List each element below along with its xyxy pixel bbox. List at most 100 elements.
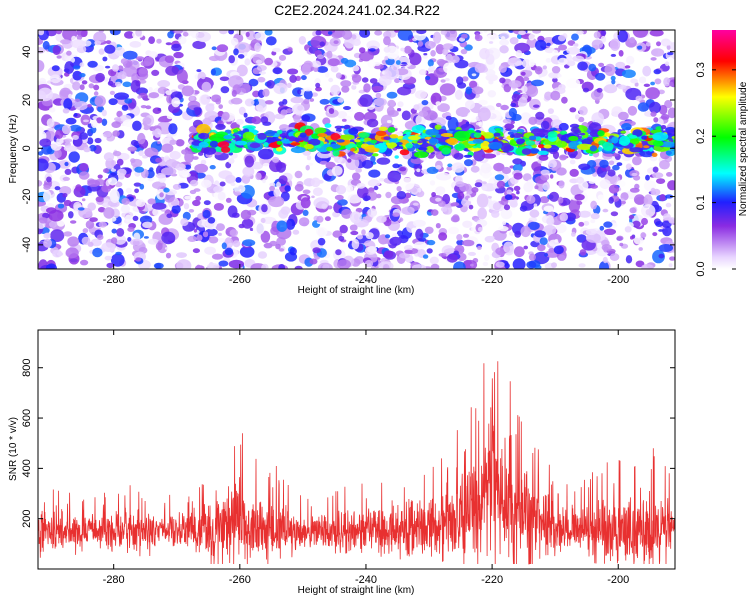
heatmap-cell [439,83,456,96]
x-tick-label: -240 [355,274,377,286]
heatmap-cell [642,65,652,77]
heatmap-cell [629,187,640,193]
heatmap-cell [376,193,382,199]
heatmap-cell [175,139,185,147]
heatmap-cell [392,212,400,217]
heatmap-cell [193,228,197,233]
heatmap-cell [145,105,152,110]
heatmap-cell [280,206,291,215]
heatmap-cell [173,30,183,34]
heatmap-cell [213,203,224,211]
heatmap-cell [359,138,365,142]
heatmap-cell [435,134,442,139]
heatmap-cell [374,143,386,149]
heatmap-cell [85,220,95,229]
heatmap-cell [303,98,310,105]
heatmap-cell [434,124,442,130]
heatmap-cell [232,134,240,141]
heatmap-cell [422,254,429,259]
snr-panel: -280 -260 -240 -220 -200 200 400 600 800 Height… [8,329,676,596]
heatmap-cell [227,205,238,218]
heatmap-cell [134,188,140,194]
heatmap-cell [208,236,219,244]
heatmap-cell [218,260,229,267]
heatmap-cell [260,217,266,224]
heatmap-cell [364,259,374,268]
heatmap-cell [52,45,61,56]
heatmap-cell [343,106,351,110]
heatmap-cell [544,47,555,54]
heatmap-cell [397,86,412,96]
heatmap-cell [216,44,229,53]
heatmap-cell [499,45,509,54]
heatmap-cell [83,146,91,153]
heatmap-cell [624,226,632,233]
heatmap-cell [197,219,207,228]
heatmap-cell [405,132,412,135]
heatmap-cell [171,204,181,214]
heatmap-cell [387,126,396,133]
heatmap-cell [135,56,145,61]
heatmap-cell [79,73,86,78]
heatmap-cell [493,132,501,137]
heatmap-cell [93,84,100,91]
heatmap-cell [282,98,288,105]
heatmap-cell [629,147,644,153]
heatmap-cell [254,32,266,41]
heatmap-cell [171,97,181,108]
heatmap-cell [578,116,585,123]
heatmap-cell [209,133,227,143]
heatmap-cell [200,159,207,165]
heatmap-cell [50,229,65,243]
heatmap-cell [558,44,568,51]
heatmap-cell [87,192,94,196]
heatmap-cell [387,120,392,124]
heatmap-cell [350,147,356,152]
heatmap-cell [411,125,426,134]
heatmap-cell [294,170,303,179]
heatmap-cell [490,236,495,240]
heatmap-cell [548,72,561,79]
heatmap-cell [334,125,343,129]
heatmap-cell [343,124,351,130]
heatmap-cell [487,90,497,98]
heatmap-cell [38,151,43,156]
heatmap-cell [612,153,619,157]
heatmap-cell [56,251,64,256]
heatmap-cell [617,30,628,43]
heatmap-cell [238,106,246,115]
heatmap-cell [242,166,255,177]
heatmap-cell [649,101,661,114]
heatmap-cell [664,100,673,109]
heatmap-cell [378,178,385,182]
heatmap-cell [499,77,506,84]
heatmap-cell [489,41,494,44]
heatmap-cell [311,92,318,97]
heatmap-cell [578,221,585,227]
heatmap-cell [276,140,283,145]
heatmap-cell [184,195,192,200]
spectrogram-frame [37,29,676,270]
heatmap-cell [369,78,378,84]
heatmap-cell [430,263,440,269]
heatmap-cell [424,136,432,140]
heatmap-cell [659,159,670,170]
heatmap-cell [236,118,244,125]
heatmap-cell [569,168,579,177]
heatmap-cell [517,34,523,39]
heatmap-cell [425,75,431,81]
heatmap-cell [365,232,374,240]
heatmap-cell [669,81,674,87]
heatmap-cell [590,90,604,101]
heatmap-cell [403,244,413,251]
heatmap-cell [502,118,512,124]
heatmap-cell [412,219,426,227]
heatmap-cell [404,45,412,54]
snr-x-label: Height of straight line (km) [298,585,415,596]
heatmap-cell [352,38,361,47]
heatmap-cell [221,242,227,250]
heatmap-cell [373,185,379,191]
x-tick-label: -220 [481,574,503,586]
heatmap-cell [129,238,144,246]
heatmap-cell [518,96,528,107]
